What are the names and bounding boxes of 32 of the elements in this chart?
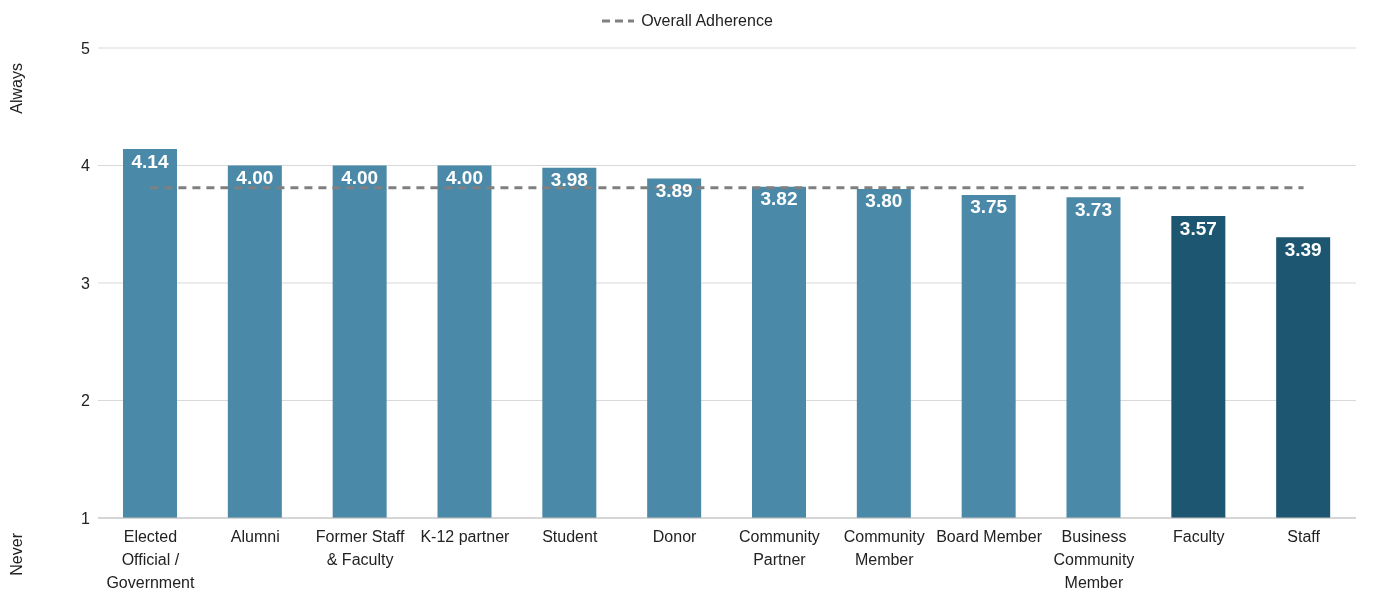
data-label: 3.39 bbox=[1284, 238, 1322, 260]
data-label: 3.57 bbox=[1179, 217, 1217, 239]
data-label: 3.82 bbox=[760, 188, 798, 210]
x-tick-label: Former Staff & Faculty bbox=[315, 528, 405, 568]
text: Always bbox=[8, 63, 26, 114]
x-tick-label: Board Member bbox=[936, 528, 1043, 545]
data-label: 3.80 bbox=[865, 190, 903, 212]
x-tick-label: Student bbox=[542, 528, 598, 545]
y-tick-label: 4 bbox=[81, 157, 91, 175]
text: Never bbox=[8, 533, 26, 576]
y-tick-label: 3 bbox=[81, 274, 91, 292]
x-tick-label: Faculty bbox=[1172, 528, 1225, 545]
data-label: 4.00 bbox=[341, 166, 379, 188]
data-label: 3.73 bbox=[1075, 198, 1112, 220]
x-tick-label: Alumni bbox=[230, 528, 280, 545]
data-label: 3.98 bbox=[550, 169, 588, 191]
x-tick-label: Staff bbox=[1287, 528, 1321, 545]
data-label: 3.89 bbox=[655, 179, 693, 201]
x-tick-label: Business Community Member bbox=[1053, 528, 1135, 591]
data-label: 4.00 bbox=[236, 166, 274, 188]
x-tick-label: Community Partner bbox=[738, 528, 820, 568]
x-tick-label: Community Member bbox=[843, 528, 925, 568]
data-label: 4.14 bbox=[131, 150, 169, 172]
data-label: 3.75 bbox=[970, 196, 1008, 218]
data-label: 4.00 bbox=[446, 166, 483, 188]
y-tick-label: 1 bbox=[81, 509, 91, 527]
x-tick-label: K-12 partner bbox=[420, 528, 511, 545]
y-tick-label: 2 bbox=[81, 392, 91, 410]
x-tick-label: Donor bbox=[652, 528, 698, 545]
x-tick-label: Elected Official / Government bbox=[106, 528, 195, 591]
legend-label: Overall Adherence bbox=[641, 12, 773, 30]
y-tick-label: 5 bbox=[81, 39, 91, 57]
